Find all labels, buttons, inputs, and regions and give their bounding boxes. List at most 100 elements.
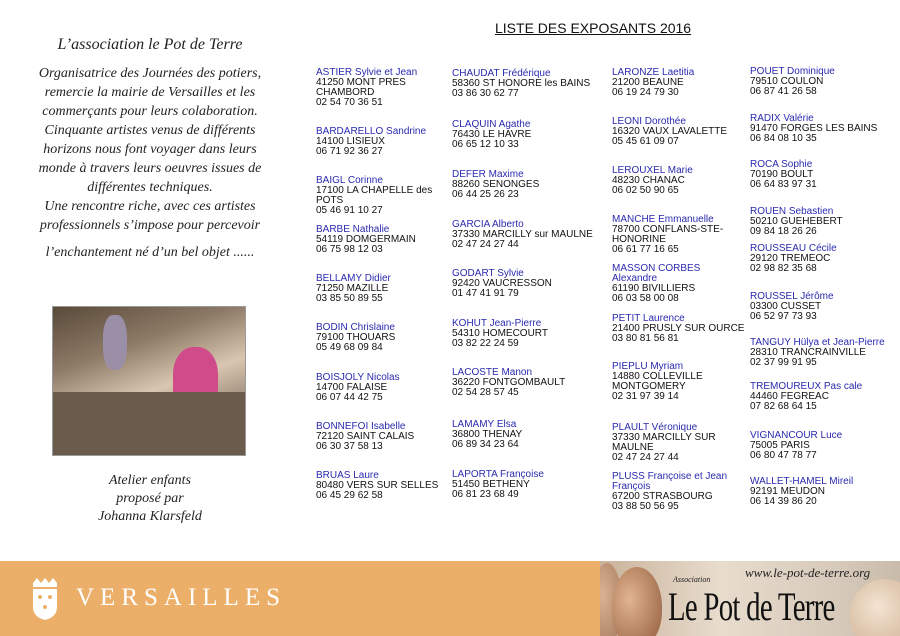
- intro-line: Cinquante artistes venus de différents: [44, 123, 256, 138]
- exhibitor-detail: 06 02 50 90 65: [612, 185, 679, 196]
- exhibitor-detail: 06 84 08 10 35: [750, 133, 817, 144]
- exhibitor-detail: 79100 THOUARS: [316, 332, 396, 343]
- exhibitor-entry: ROUEN Sebastien 50210 GUEHEBERT 09 84 18 2…: [750, 207, 843, 237]
- exhibitor-name: LAMAMY Elsa: [452, 419, 517, 430]
- exhibitor-entry: ROUSSEL Jérôme 03300 CUSSET 06 52 97 73 93: [750, 292, 834, 322]
- exhibitor-detail: 54119 DOMGERMAIN: [316, 234, 416, 245]
- exhibitor-detail: 02 54 28 57 45: [452, 387, 519, 398]
- photo-caption: Atelier enfants proposé par Johanna Klar…: [0, 472, 300, 526]
- exhibitor-detail: 02 98 82 35 68: [750, 263, 817, 274]
- exhibitor-name: LACOSTE Manon: [452, 367, 533, 378]
- exhibitor-name: LARONZE Laetitia: [612, 67, 695, 78]
- exhibitor-detail: 36220 FONTGOMBAULT: [452, 377, 566, 388]
- exhibitor-name: BRUAS Laure: [316, 470, 379, 481]
- exhibitor-name: ROUSSEL Jérôme: [750, 291, 834, 302]
- exhibitor-detail: 48230 CHANAC: [612, 175, 685, 186]
- intro-last-line: l’enchantement né d’un bel objet ......: [45, 245, 255, 260]
- exhibitor-name: LEROUXEL Marie: [612, 165, 693, 176]
- exhibitor-detail: 17100 LA CHAPELLE des POTS: [316, 185, 433, 206]
- exhibitor-entry: TANGUY Hülya et Jean-Pierre 28310 TRANCRA…: [750, 338, 885, 368]
- exhibitor-name: WALLET-HAMEL Mireil: [750, 476, 854, 487]
- exhibitor-detail: 06 52 97 73 93: [750, 311, 817, 322]
- exhibitor-entry: ASTIER Sylvie et Jean 41250 MONT PRES CHAM…: [316, 68, 417, 108]
- exhibitor-detail: 41250 MONT PRES: [316, 77, 406, 88]
- exhibitor-detail: 28310 TRANCRAINVILLE: [750, 347, 866, 358]
- exhibitor-name: KOHUT Jean-Pierre: [452, 318, 542, 329]
- exhibitor-detail: 06 71 92 36 27: [316, 146, 383, 157]
- exhibitor-name: BAIGL Corinne: [316, 175, 383, 186]
- exhibitor-entry: LAPORTA Françoise 51450 BETHENY 06 81 23 6…: [452, 470, 544, 500]
- exhibitor-detail: 05 49 68 09 84: [316, 342, 383, 353]
- exhibitor-name: ASTIER Sylvie et Jean: [316, 67, 418, 78]
- versailles-logo: VERSAILLES: [76, 584, 286, 611]
- exhibitor-detail: 16320 VAUX LAVALETTE: [612, 126, 728, 137]
- exhibitor-detail: 02 47 24 27 44: [452, 239, 519, 250]
- exhibitor-detail: 21400 PRUSLY SUR OURCE: [612, 323, 745, 334]
- exhibitor-detail: 37330 MARCILLY sur MAULNE: [452, 229, 593, 240]
- exhibitor-entry: BONNEFOI Isabelle 72120 SAINT CALAIS 06 30…: [316, 422, 414, 452]
- caption-line: Johanna Klarsfeld: [98, 509, 202, 524]
- exhibitor-detail: 06 87 41 26 58: [750, 86, 817, 97]
- exhibitor-detail: 72120 SAINT CALAIS: [316, 431, 415, 442]
- exhibitor-entry: BELLAMY Didier 71250 MAZILLE 03 85 50 89 5…: [316, 274, 391, 304]
- exhibitor-entry: POUET Dominique 79510 COULON 06 87 41 26 5…: [750, 67, 835, 97]
- exhibitor-detail: 06 03 58 00 08: [612, 293, 679, 304]
- exhibitor-detail: 70190 BOULT: [750, 169, 814, 180]
- exhibitor-name: CHAUDAT Frédérique: [452, 68, 551, 79]
- exhibitor-detail: 78700 CONFLANS-STE-HONORINE: [612, 224, 724, 245]
- jar-image: [612, 567, 662, 636]
- intro-text: L’association le Pot de Terre Organisatr…: [0, 36, 300, 262]
- exhibitor-entry: BARDARELLO Sandrine 14100 LISIEUX 06 71 92…: [316, 127, 426, 157]
- exhibitor-detail: 02 37 99 91 95: [750, 357, 817, 368]
- exhibitor-name: BODIN Chrislaine: [316, 322, 395, 333]
- exhibitor-name: BARBE Nathalie: [316, 224, 390, 235]
- exhibitor-detail: 36800 THENAY: [452, 429, 523, 440]
- exhibitor-detail: 54310 HOMECOURT: [452, 328, 548, 339]
- exhibitor-detail: 06 07 44 42 75: [316, 392, 383, 403]
- exhibitor-detail: 03 85 50 89 55: [316, 293, 383, 304]
- exhibitor-entry: LAMAMY Elsa 36800 THENAY 06 89 34 23 64: [452, 420, 522, 450]
- exhibitor-detail: 58360 ST HONORE les BAINS: [452, 78, 591, 89]
- exhibitor-detail: 06 89 34 23 64: [452, 439, 519, 450]
- exhibitor-detail: 51450 BETHENY: [452, 479, 530, 490]
- exhibitor-detail: 06 81 23 68 49: [452, 489, 519, 500]
- association-label: Association: [673, 575, 711, 584]
- exhibitor-entry: DEFER Maxime 88260 SENONGES 06 44 25 26 23: [452, 170, 539, 200]
- website-link[interactable]: www.le-pot-de-terre.org: [745, 565, 871, 580]
- exhibitor-detail: CHAMBORD: [316, 87, 375, 98]
- exhibitor-entry: BRUAS Laure 80480 VERS SUR SELLES 06 45 29…: [316, 471, 438, 501]
- exhibitor-detail: 03 88 50 56 95: [612, 501, 679, 512]
- exhibitor-entry: LEONI Dorothée 16320 VAUX LAVALETTE 05 45 …: [612, 117, 727, 147]
- exhibitor-detail: 05 45 61 09 07: [612, 136, 679, 147]
- exhibitor-detail: 76430 LE HAVRE: [452, 129, 532, 140]
- exhibitor-name: PETIT Laurence: [612, 313, 685, 324]
- exhibitor-detail: 06 45 29 62 58: [316, 490, 383, 501]
- exhibitor-entry: PLUSS Françoise et Jean François 67200 ST…: [612, 472, 746, 512]
- exhibitor-detail: 01 47 41 91 79: [452, 288, 519, 299]
- exhibitor-name: TREMOUREUX Pas cale: [750, 381, 863, 392]
- exhibitor-name: ROCA Sophie: [750, 159, 813, 170]
- exhibitor-entry: KOHUT Jean-Pierre 54310 HOMECOURT 03 82 22…: [452, 319, 548, 349]
- jar-image: [850, 579, 900, 636]
- exhibitor-detail: 92191 MEUDON: [750, 486, 826, 497]
- exhibitor-entry: LARONZE Laetitia 21200 BEAUNE 06 19 24 79 …: [612, 68, 694, 98]
- exhibitor-detail: 14880 COLLEVILLE: [612, 371, 703, 382]
- photo-table: [53, 392, 245, 455]
- exhibitor-detail: 71250 MAZILLE: [316, 283, 389, 294]
- exhibitor-detail: 02 31 97 39 14: [612, 391, 679, 402]
- exhibitor-name: ROUSSEAU Cécile: [750, 243, 837, 254]
- intro-line: remercie la mairie de Versailles et les: [44, 85, 256, 100]
- exhibitor-name: MANCHE Emmanuelle: [612, 214, 714, 225]
- list-title: LISTE DES EXPOSANTS 2016: [495, 20, 692, 36]
- exhibitor-detail: 44460 FEGREAC: [750, 391, 829, 402]
- exhibitor-entry: LACOSTE Manon 36220 FONTGOMBAULT 02 54 28 …: [452, 368, 565, 398]
- exhibitor-entry: LEROUXEL Marie 48230 CHANAC 06 02 50 90 65: [612, 166, 693, 196]
- exhibitor-detail: 06 30 37 58 13: [316, 441, 383, 452]
- exhibitor-entry: ROUSSEAU Cécile 29120 TREMEOC 02 98 82 35 …: [750, 244, 837, 274]
- exhibitor-detail: 06 64 83 97 31: [750, 179, 817, 190]
- intro-line: professionnels s’impose pour percevoir: [39, 218, 261, 233]
- exhibitor-entry: MANCHE Emmanuelle 78700 CONFLANS-STE-HONO…: [612, 215, 746, 255]
- exhibitor-name: MASSON CORBES Alexandre: [612, 263, 701, 284]
- exhibitor-entry: PIEPLU Myriam 14880 COLLEVILLE MONTGOMERY 0…: [612, 362, 703, 402]
- exhibitor-name: BONNEFOI Isabelle: [316, 421, 406, 432]
